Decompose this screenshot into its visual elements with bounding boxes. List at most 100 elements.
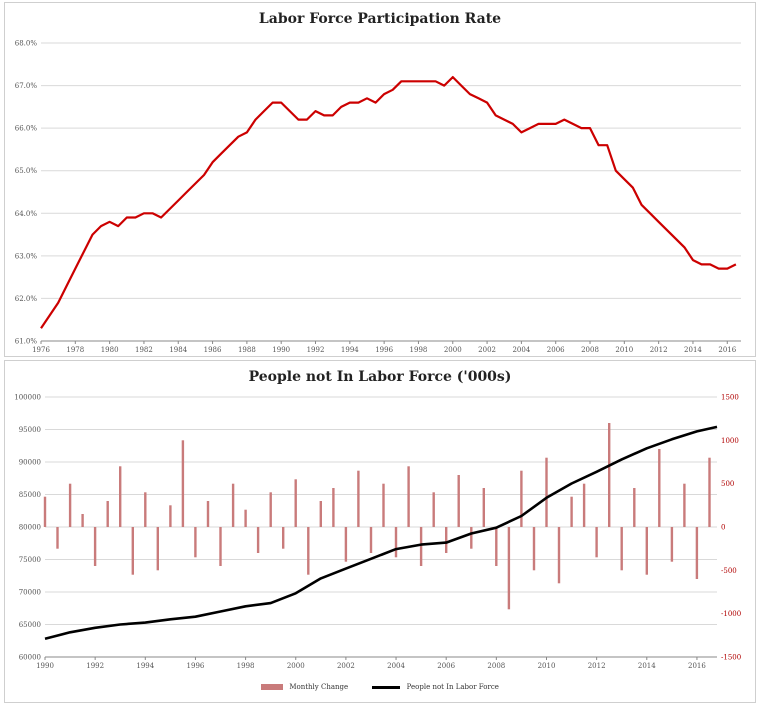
x-tick-label: 1992 xyxy=(86,662,104,670)
chart-title-not-in-labor-force: People not In Labor Force ('000s) xyxy=(248,369,512,385)
x-tick-label: 2012 xyxy=(650,346,668,354)
x-tick-label: 2014 xyxy=(638,662,656,670)
monthly-change-bar xyxy=(457,475,460,527)
monthly-change-bar xyxy=(507,527,511,610)
x-tick-label: 1992 xyxy=(307,346,325,354)
x-tick-label: 2008 xyxy=(487,662,505,670)
x-tick-label: 2004 xyxy=(512,346,530,354)
x-tick-label: 1994 xyxy=(341,346,359,354)
x-tick-label: 1996 xyxy=(375,346,393,354)
not-in-labor-force-panel: People not In Labor Force ('000s) 60000 6… xyxy=(4,360,756,703)
x-tick-label: 1990 xyxy=(36,662,54,670)
y-right-tick-label: 1000 xyxy=(721,437,739,445)
chart-title-participation: Labor Force Participation Rate xyxy=(258,11,502,27)
monthly-change-bar xyxy=(532,527,536,571)
participation-rate-line xyxy=(40,75,737,329)
y-tick-label: 68.0% xyxy=(15,40,38,48)
x-tick-label: 1994 xyxy=(136,662,154,670)
x-tick-label: 2016 xyxy=(718,346,736,354)
x-tick-label: 2012 xyxy=(588,662,606,670)
legend-swatch-people-not-in-labor-force xyxy=(372,685,401,689)
y-tick-label: 61.0% xyxy=(15,338,38,346)
monthly-change-bar xyxy=(658,449,661,527)
monthly-change-bar xyxy=(219,527,222,566)
legend-swatch-monthly-change xyxy=(261,684,284,690)
x-tick-label: 2002 xyxy=(337,662,355,670)
legend-label-monthly-change: Monthly Change xyxy=(289,683,349,691)
y-tick-label: 65.0% xyxy=(15,167,38,175)
x-tick-label: 2006 xyxy=(437,662,455,670)
y-left-tick-label: 85000 xyxy=(19,491,41,499)
monthly-change-bar xyxy=(595,527,598,558)
monthly-change-bar xyxy=(332,488,335,527)
x-tick-label: 1976 xyxy=(32,346,50,354)
y-right-tick-label: -500 xyxy=(721,567,737,575)
x-tick-label: 2000 xyxy=(287,662,305,670)
monthly-change-bar xyxy=(344,527,348,562)
y-tick-label: 63.0% xyxy=(15,252,38,260)
monthly-change-bar xyxy=(56,527,59,549)
monthly-change-bar xyxy=(432,492,435,527)
monthly-change-bar xyxy=(470,527,473,549)
participation-rate-panel: Labor Force Participation Rate 61.0% 62.0… xyxy=(4,2,756,357)
not-in-labor-force-chart: 60000 65000 70000 75000 80000 85000 90000 95000… xyxy=(14,394,741,671)
x-tick-label: 2004 xyxy=(387,662,405,670)
monthly-change-bar xyxy=(683,483,686,527)
x-tick-label: 1996 xyxy=(187,662,205,670)
monthly-change-bar xyxy=(43,496,47,527)
monthly-change-bar xyxy=(369,527,373,553)
y-right-tick-label: 0 xyxy=(721,524,725,532)
monthly-change-bar xyxy=(407,466,410,527)
x-tick-label: 1998 xyxy=(237,662,255,670)
monthly-change-bar xyxy=(231,483,235,527)
y-left-tick-label: 100000 xyxy=(14,394,41,402)
monthly-change-bar xyxy=(106,501,109,527)
monthly-change-bar xyxy=(256,527,260,553)
x-tick-label: 1978 xyxy=(66,346,84,354)
monthly-change-bar xyxy=(93,527,97,566)
monthly-change-bar xyxy=(445,527,448,553)
monthly-change-bar xyxy=(131,527,134,575)
monthly-change-bar xyxy=(119,466,122,527)
x-tick-label: 1982 xyxy=(135,346,153,354)
monthly-change-bar xyxy=(319,501,322,527)
monthly-change-bar xyxy=(545,457,548,527)
x-tick-label: 2010 xyxy=(615,346,633,354)
y-left-tick-label: 90000 xyxy=(19,459,41,467)
monthly-change-bar xyxy=(169,505,172,527)
monthly-change-bar xyxy=(570,496,573,527)
monthly-change-bar xyxy=(557,527,561,584)
monthly-change-bar xyxy=(282,527,285,549)
x-tick-label: 1984 xyxy=(169,346,187,354)
x-tick-label: 1990 xyxy=(272,346,290,354)
x-tick-label: 1986 xyxy=(204,346,222,354)
people-not-in-labor-force-line xyxy=(44,425,718,641)
monthly-change-bar xyxy=(68,483,72,527)
participation-rate-chart: 61.0% 62.0% 63.0% 64.0% 65.0% 66.0% 67.0% 68.0%… xyxy=(15,40,741,354)
monthly-change-bar xyxy=(244,509,247,527)
x-tick-label: 2014 xyxy=(684,346,702,354)
x-tick-label: 1988 xyxy=(238,346,256,354)
monthly-change-bar xyxy=(156,527,159,571)
monthly-change-bar xyxy=(520,470,523,527)
x-tick-label: 1980 xyxy=(101,346,119,354)
y-right-tick-label: -1500 xyxy=(721,654,741,662)
y-right-tick-label: 500 xyxy=(721,480,734,488)
y-left-tick-label: 80000 xyxy=(19,524,41,532)
monthly-change-bar xyxy=(382,483,385,527)
monthly-change-bar xyxy=(482,488,485,527)
monthly-change-bar xyxy=(419,527,423,566)
monthly-change-bar xyxy=(144,492,147,527)
monthly-change-bar xyxy=(394,527,398,558)
monthly-change-bar xyxy=(294,479,297,527)
monthly-change-bar xyxy=(645,527,648,575)
legend: Monthly Change People not In Labor Force xyxy=(5,683,755,691)
monthly-change-bar xyxy=(608,423,611,527)
monthly-change-bar xyxy=(194,527,197,558)
y-left-tick-label: 70000 xyxy=(19,589,41,597)
monthly-change-bar xyxy=(620,527,623,571)
monthly-change-bar xyxy=(307,527,310,575)
y-right-tick-label: -1000 xyxy=(721,610,741,618)
monthly-change-bar xyxy=(269,492,272,527)
monthly-change-bar xyxy=(708,457,711,527)
